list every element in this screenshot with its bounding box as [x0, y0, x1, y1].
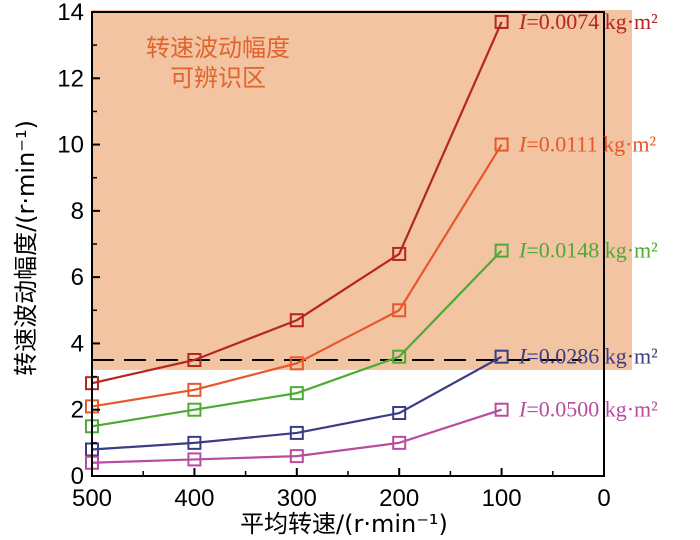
plot-region-fill: [92, 10, 632, 370]
data-point-marker: [392, 349, 407, 364]
region-label-line2: 可辨识区: [170, 64, 266, 92]
series-label: I=0.0286 kg·m²: [518, 344, 658, 369]
data-point-marker: [392, 406, 407, 421]
data-point-marker: [187, 382, 202, 397]
series-layer: [85, 14, 509, 470]
series-1: [85, 14, 509, 391]
series-label: I=0.0148 kg·m²: [518, 238, 658, 263]
data-point-marker: [289, 386, 304, 401]
y-tick-label: 14: [57, 0, 84, 26]
series-label: I=0.0111 kg·m²: [518, 132, 657, 157]
data-point-marker: [494, 402, 509, 417]
y-axis-title: 转速波动幅度/(r·min⁻¹): [12, 120, 40, 376]
y-axis-ticks: 0 2 4 6 8 10 12 14: [57, 0, 100, 490]
data-point-marker: [187, 452, 202, 467]
data-point-marker: [289, 356, 304, 371]
y-tick-label: 8: [71, 198, 84, 225]
data-point-marker: [494, 349, 509, 364]
region-label: 转速波动幅度 可辨识区: [146, 34, 290, 92]
data-point-marker: [494, 14, 509, 29]
series-line: [91, 21, 503, 385]
x-axis-ticks: 500 400 300 200 100 0: [72, 468, 611, 512]
x-tick-label: 200: [379, 485, 419, 512]
y-tick-label: 0: [71, 463, 84, 490]
y-tick-label: 10: [57, 132, 84, 159]
y-tick-label: 4: [71, 330, 84, 357]
series-labels: I=0.0074 kg·m² I=0.0111 kg·m² I=0.0148 kg·…: [518, 9, 658, 422]
data-point-marker: [187, 435, 202, 450]
series-3: [85, 243, 509, 434]
data-point-marker: [494, 137, 509, 152]
x-tick-label: 500: [72, 485, 112, 512]
data-point-marker: [187, 402, 202, 417]
series-label: I=0.0074 kg·m²: [518, 9, 658, 34]
data-point-marker: [289, 425, 304, 440]
series-line: [91, 408, 502, 464]
series-label: I=0.0500 kg·m²: [518, 397, 658, 422]
data-point-marker: [392, 246, 407, 261]
x-tick-label: 100: [482, 485, 522, 512]
x-tick-label: 400: [174, 485, 214, 512]
y-tick-label: 12: [57, 65, 84, 92]
series-line: [91, 249, 503, 428]
y-tick-label: 2: [71, 397, 84, 424]
data-point-marker: [187, 353, 202, 367]
y-tick-label: 6: [71, 264, 84, 291]
data-point-marker: [494, 243, 509, 258]
data-point-marker: [289, 449, 304, 464]
series-line: [91, 355, 503, 451]
data-point-marker: [289, 313, 304, 328]
series-line: [91, 143, 503, 408]
region-label-line1: 转速波动幅度: [146, 34, 290, 62]
data-point-marker: [392, 303, 407, 318]
series-5: [85, 402, 509, 470]
x-tick-label: 0: [597, 485, 610, 512]
series-2: [85, 137, 509, 414]
data-point-marker: [392, 435, 407, 450]
x-tick-label: 300: [277, 485, 317, 512]
x-axis-title: 平均转速/(r·min⁻¹): [240, 510, 448, 538]
